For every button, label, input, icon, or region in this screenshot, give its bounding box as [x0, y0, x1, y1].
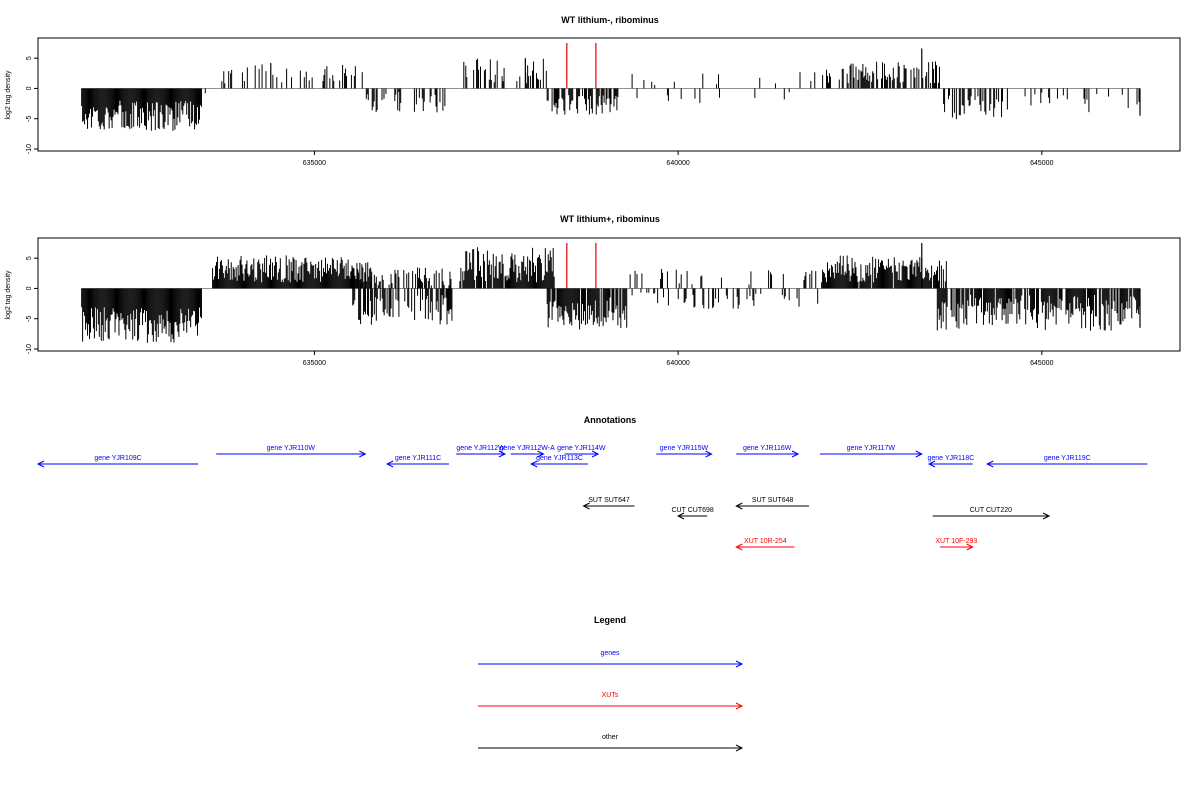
feature-label: gene YJR118C [927, 455, 974, 462]
feature-label: gene YJR112W [456, 445, 505, 452]
annotation-feature: gene YJR110W [216, 445, 367, 458]
feature-arrowhead [927, 460, 936, 468]
axes: -10 -5 0 5 635000 640000 645000 [26, 56, 1054, 167]
y-tick-label: 0 [26, 86, 33, 90]
feature-arrowhead [676, 512, 685, 520]
legend-label: other [602, 734, 619, 741]
feature-label: SUT SUT647 [588, 497, 630, 504]
feature-label: gene YJR110W [267, 445, 316, 452]
feature-label: gene YJR109C [94, 455, 141, 462]
feature-arrowhead [791, 450, 800, 458]
annotation-feature: gene YJR118C [927, 455, 974, 468]
legend-item: genes [478, 650, 744, 668]
y-axis-label: log2 tag density [5, 270, 12, 320]
feature-label: SUT SUT648 [752, 497, 794, 504]
feature-group: gene YJR109C gene YJR110W gene YJR111C gene… [36, 445, 1148, 551]
feature-arrowhead [735, 543, 743, 551]
feature-arrowhead [966, 543, 974, 551]
annotation-feature: gene YJR111C [386, 455, 449, 468]
feature-arrowhead [986, 460, 994, 468]
feature-arrowhead [582, 502, 590, 510]
x-tick-label: 635000 [303, 360, 326, 367]
y-axis-label: log2 tag density [5, 70, 12, 120]
panel-title: WT lithium-, ribominus [561, 15, 659, 25]
legend-arrowhead [735, 660, 744, 668]
annotation-feature: gene YJR117W [819, 445, 923, 458]
feature-label: gene YJR119C [1044, 455, 1091, 462]
x-tick-label: 645000 [1030, 160, 1053, 167]
legend-item: XUTs [478, 692, 744, 710]
annotation-feature: gene YJR112W [456, 445, 507, 458]
y-tick-label: -10 [26, 144, 33, 154]
x-tick-label: 635000 [303, 160, 326, 167]
plot-frame [37, 37, 1181, 152]
feature-arrowhead [359, 450, 367, 458]
annotations-title: Annotations [584, 415, 637, 425]
annotation-feature: gene YJR114W [557, 445, 606, 458]
feature-arrowhead [537, 450, 545, 458]
legend-arrowhead [735, 744, 744, 752]
feature-arrowhead [36, 460, 45, 468]
density-panel-lithium-plus: WT lithium+, ribominus log2 tag density … [5, 214, 1181, 367]
feature-label: gene YJR114W [557, 445, 606, 452]
annotation-feature: gene YJR113C [530, 455, 588, 468]
annotation-feature: gene YJR119C [986, 455, 1148, 468]
feature-label: XUT 10F-293 [935, 538, 977, 545]
legend: Legend genes XUTs other [478, 615, 744, 752]
annotation-feature: gene YJR116W [736, 445, 800, 458]
feature-label: CUT CUT220 [970, 507, 1012, 514]
x-tick-label: 645000 [1030, 360, 1053, 367]
y-tick-label: 0 [26, 286, 33, 290]
axes: -10 -5 0 5 635000 640000 645000 [26, 256, 1054, 367]
feature-label: gene YJR117W [847, 445, 896, 452]
annotation-feature: CUT CUT220 [932, 507, 1051, 520]
panel-title: WT lithium+, ribominus [560, 214, 660, 224]
plot-frame [37, 237, 1181, 352]
feature-label: gene YJR113C [536, 455, 583, 462]
annotation-feature: XUT 10R-254 [735, 538, 795, 551]
legend-item: other [478, 734, 744, 752]
y-tick-label: 5 [26, 56, 33, 60]
legend-items: genes XUTs other [478, 650, 744, 752]
annotation-feature: gene YJR115W [656, 445, 713, 458]
feature-label: gene YJR116W [743, 445, 792, 452]
feature-arrowhead [591, 450, 600, 458]
feature-arrowhead [915, 450, 923, 458]
density-panel-lithium-minus: WT lithium-, ribominus log2 tag density … [5, 15, 1181, 167]
x-tick-label: 640000 [666, 160, 689, 167]
annotation-feature: SUT SUT648 [735, 497, 810, 510]
feature-arrowhead [735, 502, 743, 510]
feature-arrowhead [705, 450, 713, 458]
legend-arrowhead [735, 702, 744, 710]
x-tick-label: 640000 [666, 360, 689, 367]
feature-arrowhead [498, 450, 507, 458]
y-tick-label: -5 [26, 316, 33, 322]
legend-title: Legend [594, 615, 626, 625]
annotation-feature: XUT 10F-293 [935, 538, 977, 551]
annotation-feature: gene YJR112W-A [500, 445, 556, 458]
annotation-feature: SUT SUT647 [582, 497, 635, 510]
legend-label: XUTs [602, 692, 619, 699]
feature-label: gene YJR111C [395, 455, 441, 462]
feature-label: CUT CUT698 [672, 507, 714, 514]
feature-arrowhead [530, 460, 538, 468]
feature-arrowhead [1042, 512, 1051, 520]
legend-label: genes [600, 650, 620, 657]
feature-label: gene YJR112W-A [500, 445, 556, 452]
annotation-feature: gene YJR109C [36, 455, 199, 468]
bar-group [81, 243, 1141, 343]
y-tick-label: 5 [26, 256, 33, 260]
y-tick-label: -5 [26, 116, 33, 122]
bar-group [81, 43, 1141, 131]
feature-label: XUT 10R-254 [744, 538, 787, 545]
y-tick-label: -10 [26, 344, 33, 354]
annotation-feature: CUT CUT698 [672, 507, 714, 520]
feature-label: gene YJR115W [660, 445, 709, 452]
feature-arrowhead [386, 460, 394, 468]
